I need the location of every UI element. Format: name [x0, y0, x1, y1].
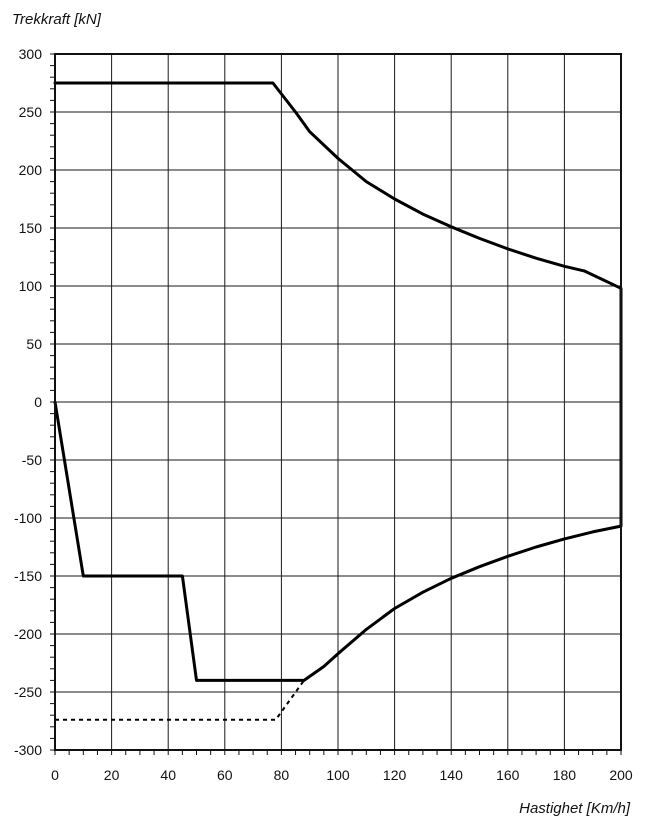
x-tick-label: 140: [440, 767, 464, 783]
x-tick-label: 120: [383, 767, 407, 783]
x-tick-label: 60: [217, 767, 233, 783]
x-tick-label: 0: [51, 767, 59, 783]
series-group: [53, 81, 623, 721]
y-tick-label: 150: [19, 220, 43, 236]
y-tick-label: -300: [14, 742, 42, 758]
series-line-dashed: [55, 679, 305, 721]
y-tick-label: 300: [19, 46, 43, 62]
x-tick-label: 160: [496, 767, 520, 783]
y-tick-label: -200: [14, 626, 42, 642]
y-tick-label: -250: [14, 684, 42, 700]
x-tick-label: 80: [274, 767, 290, 783]
y-tick-labels: 300 250 200 150 100 50 0 -50 -100 -150 -200 -250 -30…: [14, 46, 42, 758]
y-tick-label: -50: [22, 452, 42, 468]
y-tick-label: 100: [19, 278, 43, 294]
y-tick-label: -150: [14, 568, 42, 584]
y-tick-label: -100: [14, 510, 42, 526]
x-tick-label: 100: [326, 767, 350, 783]
x-tick-label: 20: [104, 767, 120, 783]
x-tick-label: 40: [160, 767, 176, 783]
y-axis-title: Trekkraft [kN]: [12, 11, 102, 28]
series-line-solid: [53, 81, 623, 682]
y-tick-label: 50: [26, 336, 42, 352]
x-tick-label: 180: [553, 767, 577, 783]
x-tick-labels: 0 20 40 60 80 100 120 140 160 180 200: [51, 767, 633, 783]
y-tick-label: 250: [19, 104, 43, 120]
minor-ticks: [50, 53, 622, 755]
y-tick-label: 200: [19, 162, 43, 178]
y-tick-label: 0: [34, 394, 42, 410]
plot-frame: [54, 53, 622, 751]
x-tick-label: 200: [609, 767, 633, 783]
x-axis-title: Hastighet [Km/h]: [519, 800, 631, 817]
